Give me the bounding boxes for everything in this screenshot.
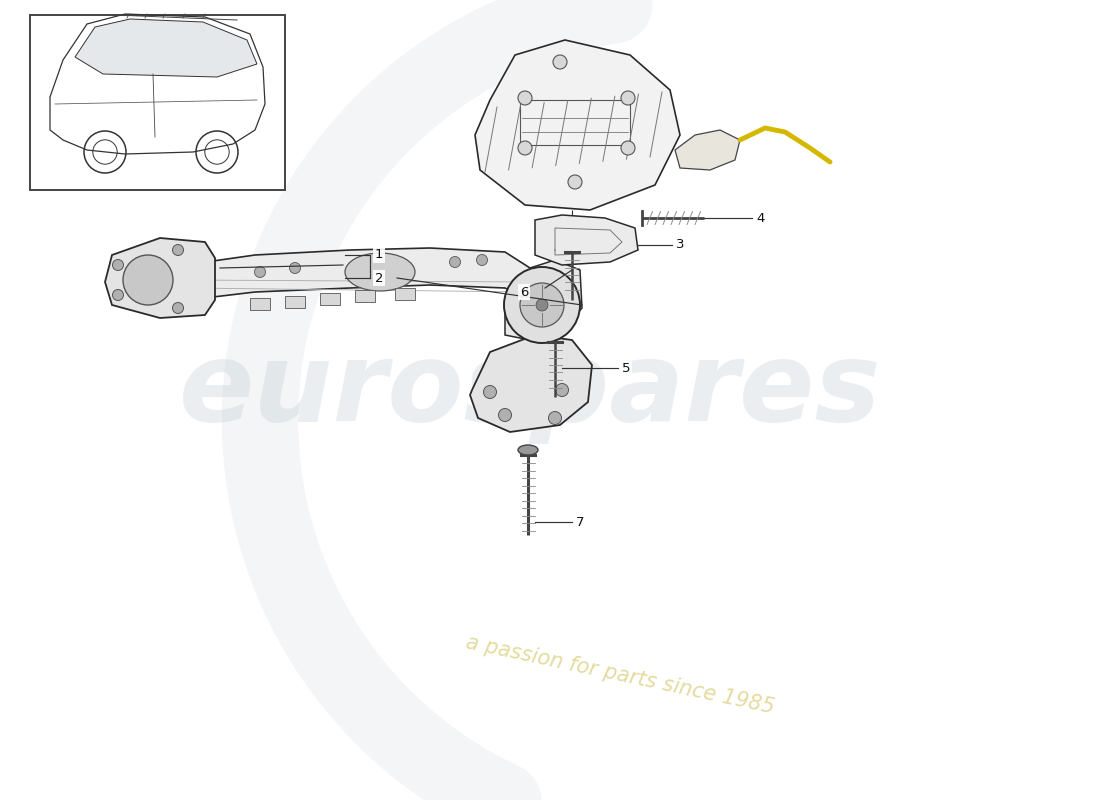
Circle shape bbox=[173, 245, 184, 255]
Polygon shape bbox=[675, 130, 740, 170]
Bar bbox=[355, 290, 375, 302]
Circle shape bbox=[556, 383, 569, 397]
Circle shape bbox=[568, 175, 582, 189]
Circle shape bbox=[112, 290, 123, 301]
Circle shape bbox=[112, 259, 123, 270]
Text: 3: 3 bbox=[676, 238, 684, 251]
Circle shape bbox=[173, 302, 184, 314]
Text: 7: 7 bbox=[576, 515, 584, 529]
Ellipse shape bbox=[518, 445, 538, 455]
Circle shape bbox=[450, 257, 461, 267]
Polygon shape bbox=[185, 248, 530, 300]
Bar bbox=[250, 298, 270, 310]
Ellipse shape bbox=[345, 253, 415, 291]
Text: 4: 4 bbox=[756, 211, 764, 225]
Circle shape bbox=[518, 91, 532, 105]
Circle shape bbox=[254, 266, 265, 278]
Polygon shape bbox=[104, 238, 214, 318]
Circle shape bbox=[621, 91, 635, 105]
Circle shape bbox=[123, 255, 173, 305]
Text: a passion for parts since 1985: a passion for parts since 1985 bbox=[464, 633, 777, 718]
Circle shape bbox=[498, 409, 512, 422]
Circle shape bbox=[621, 141, 635, 155]
Bar bbox=[285, 296, 305, 308]
Circle shape bbox=[520, 283, 564, 327]
Circle shape bbox=[553, 55, 566, 69]
Text: 5: 5 bbox=[621, 362, 630, 374]
Text: 2: 2 bbox=[375, 271, 384, 285]
Polygon shape bbox=[470, 335, 592, 432]
Bar bbox=[30, 15, 285, 190]
Circle shape bbox=[518, 141, 532, 155]
Circle shape bbox=[549, 411, 561, 425]
Polygon shape bbox=[505, 260, 582, 340]
Polygon shape bbox=[75, 19, 257, 77]
Circle shape bbox=[484, 386, 496, 398]
Text: 1: 1 bbox=[375, 249, 384, 262]
Bar bbox=[395, 288, 415, 300]
Text: eurospares: eurospares bbox=[178, 337, 881, 443]
Circle shape bbox=[504, 267, 580, 343]
Text: 6: 6 bbox=[520, 286, 528, 298]
Polygon shape bbox=[475, 40, 680, 210]
Circle shape bbox=[476, 254, 487, 266]
Bar bbox=[320, 293, 340, 305]
Circle shape bbox=[536, 299, 548, 311]
Polygon shape bbox=[535, 215, 638, 265]
Circle shape bbox=[289, 262, 300, 274]
